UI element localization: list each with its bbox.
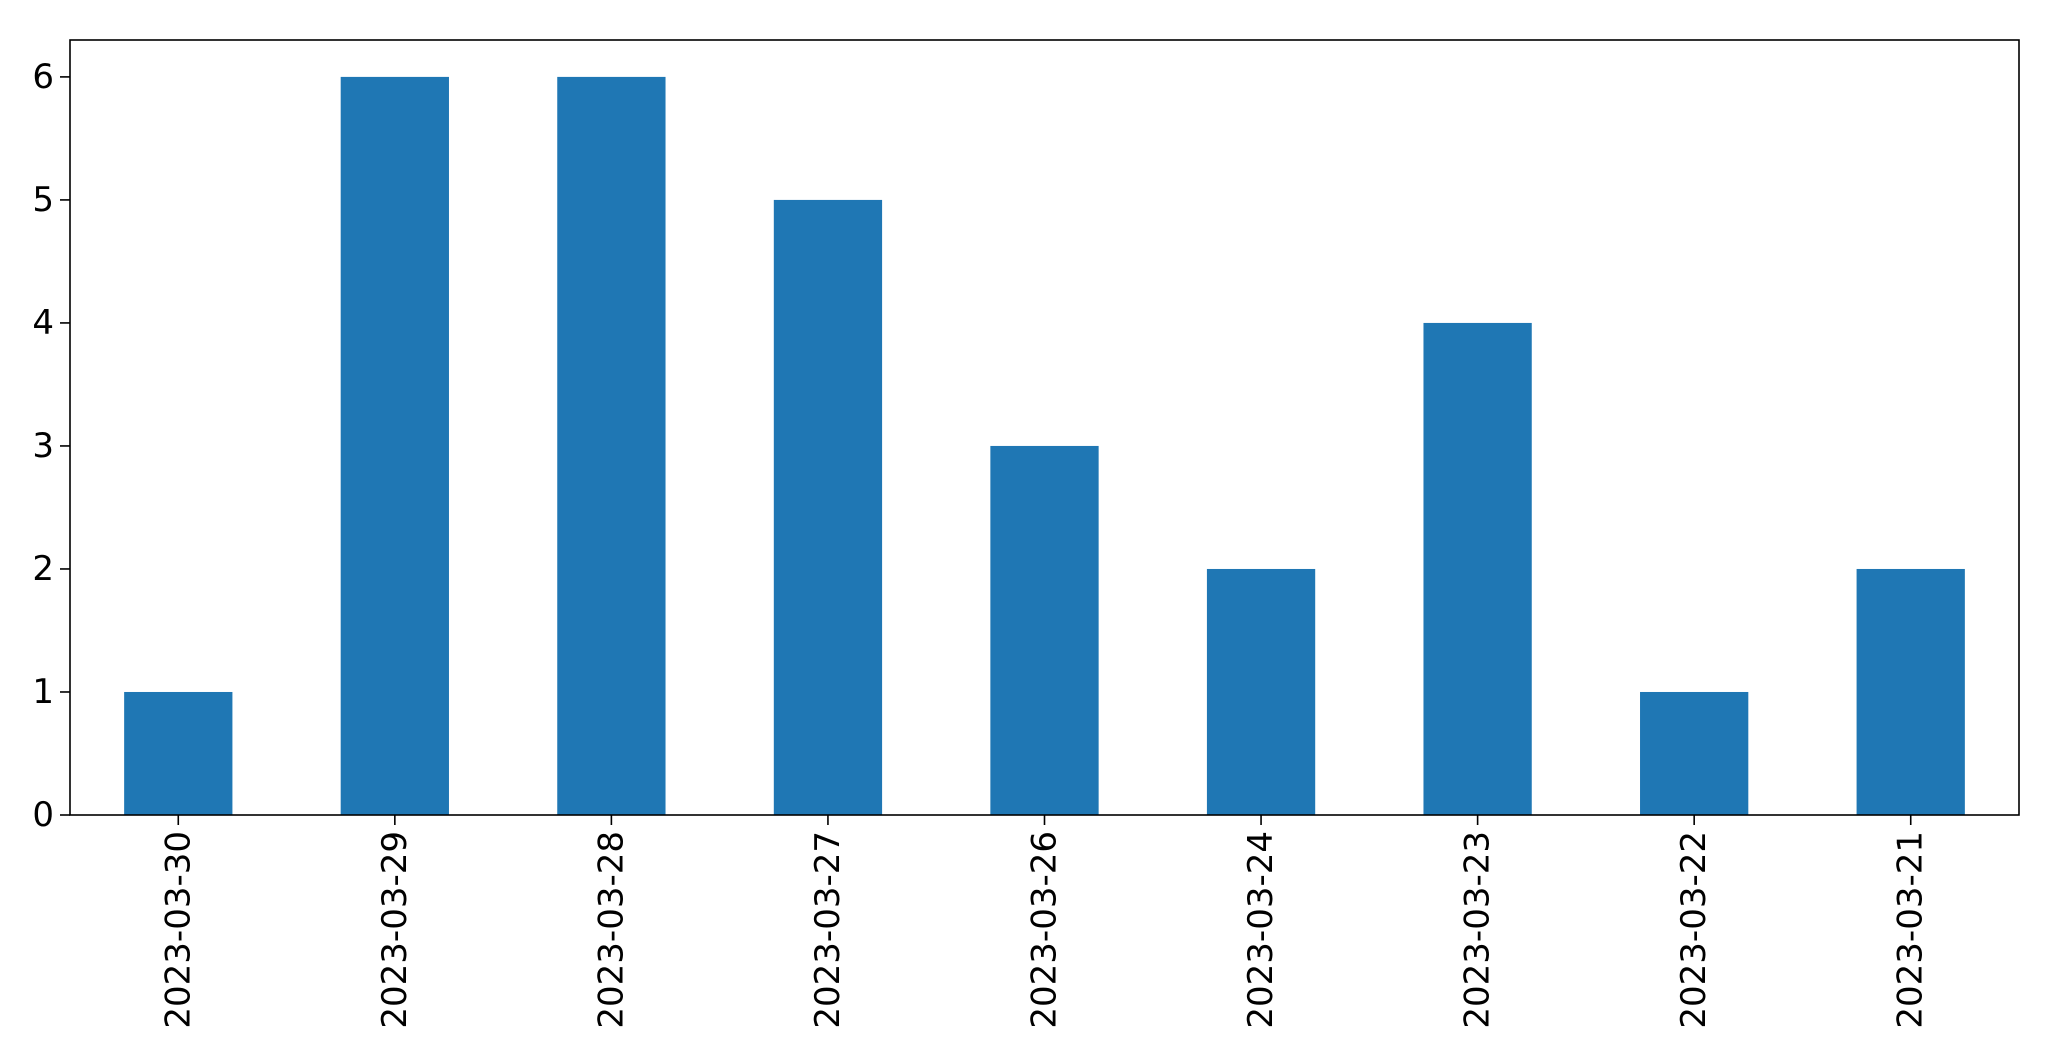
y-axis-ticks: 0 1 2 3 4 5 6 [32, 57, 70, 835]
plot-frame [69, 39, 2020, 816]
bar-2023-03-26 [990, 445, 1099, 815]
x-tick-label: 2023-03-29 [375, 831, 415, 1029]
bar-2023-03-22 [1640, 691, 1749, 815]
y-tick-label: 6 [32, 57, 54, 97]
x-axis-ticks: 2023-03-30 2023-03-29 2023-03-28 2023-03-27… [158, 815, 1931, 1029]
x-tick-label: 2023-03-22 [1674, 831, 1714, 1029]
x-tick-label: 2023-03-26 [1025, 831, 1065, 1029]
x-tick-label: 2023-03-24 [1241, 831, 1281, 1029]
x-tick-label: 2023-03-23 [1458, 831, 1498, 1029]
y-tick-label: 5 [32, 180, 54, 220]
bar-2023-03-29 [340, 76, 449, 815]
x-tick-label: 2023-03-30 [158, 831, 198, 1029]
x-tick-label: 2023-03-21 [1891, 831, 1931, 1029]
bar-2023-03-27 [773, 199, 883, 816]
bar-2023-03-21 [1856, 568, 1965, 815]
y-tick-label: 4 [32, 303, 54, 343]
y-tick-label: 2 [32, 549, 54, 589]
y-tick-label: 0 [32, 795, 54, 835]
bar-2023-03-23 [1423, 322, 1532, 815]
bars-group [124, 76, 1965, 816]
x-tick-label: 2023-03-28 [591, 831, 631, 1029]
bar-2023-03-28 [557, 76, 666, 815]
bar-2023-03-24 [1206, 568, 1316, 815]
y-tick-label: 1 [32, 672, 54, 712]
y-tick-label: 3 [32, 426, 54, 466]
bar-2023-03-30 [124, 691, 233, 815]
x-tick-label: 2023-03-27 [808, 831, 848, 1029]
